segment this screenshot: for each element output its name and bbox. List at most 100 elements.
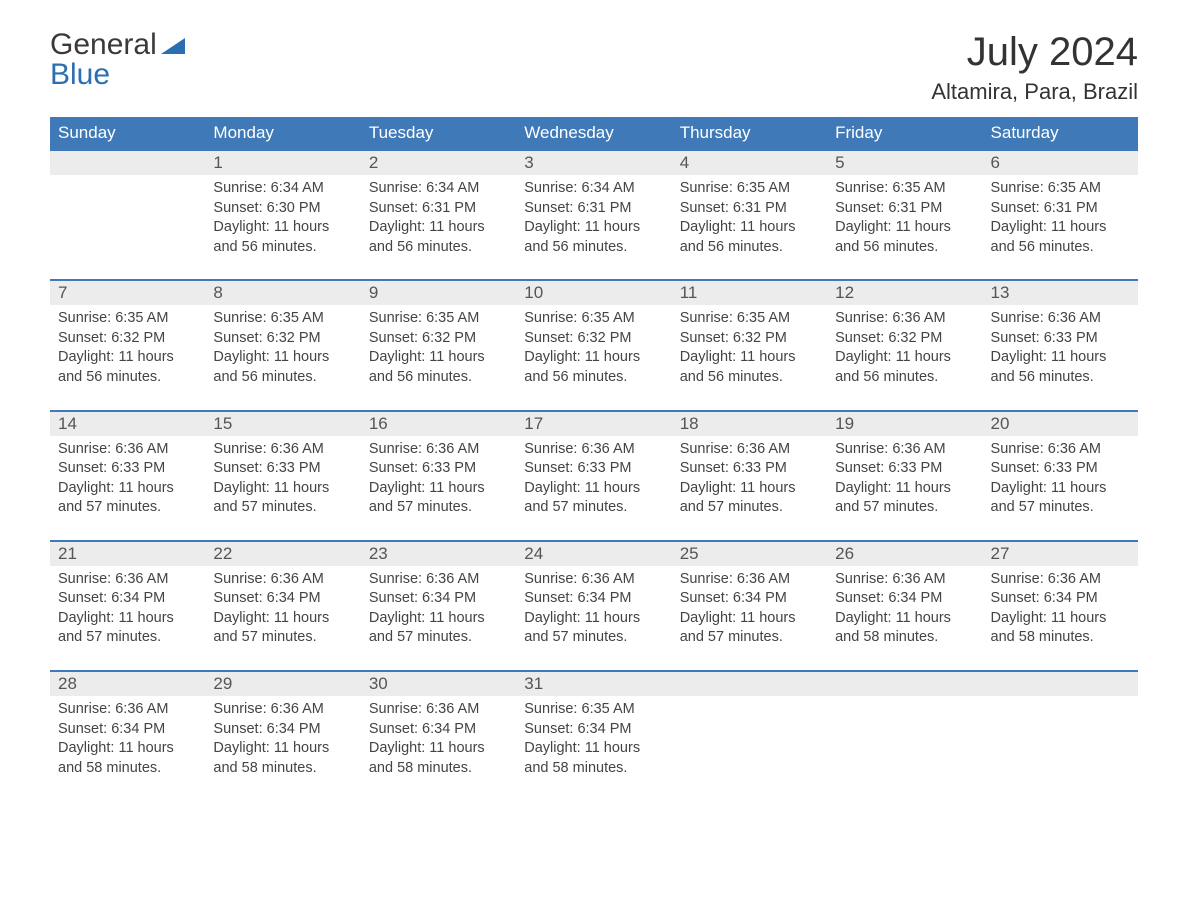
sunset-value: 6:34 PM [577, 721, 631, 737]
sunrise-label: Sunrise: [58, 441, 111, 457]
sunrise-label: Sunrise: [680, 571, 733, 587]
sunset-value: 6:30 PM [267, 200, 321, 216]
day-body: Sunrise: 6:35 AMSunset: 6:31 PMDaylight:… [672, 175, 827, 279]
sunset-label: Sunset: [213, 200, 262, 216]
daylight-label: Daylight: [680, 610, 736, 626]
sunrise-value: 6:36 AM [737, 441, 790, 457]
calendar-week-row: 1Sunrise: 6:34 AMSunset: 6:30 PMDaylight… [50, 150, 1138, 280]
sunset-value: 6:33 PM [422, 460, 476, 476]
sunset-value: 6:34 PM [111, 721, 165, 737]
day-body: Sunrise: 6:35 AMSunset: 6:32 PMDaylight:… [516, 305, 671, 409]
day-body: Sunrise: 6:35 AMSunset: 6:34 PMDaylight:… [516, 696, 671, 800]
daylight-label: Daylight: [835, 480, 891, 496]
calendar-header-cell: Thursday [672, 117, 827, 150]
sunrise-value: 6:36 AM [737, 571, 790, 587]
day-body: Sunrise: 6:36 AMSunset: 6:33 PMDaylight:… [983, 305, 1138, 409]
day-number: 4 [672, 151, 827, 175]
calendar-header-cell: Wednesday [516, 117, 671, 150]
sunset-label: Sunset: [213, 590, 262, 606]
day-body: Sunrise: 6:35 AMSunset: 6:32 PMDaylight:… [205, 305, 360, 409]
sunrise-value: 6:36 AM [426, 441, 479, 457]
calendar-day-cell: 9Sunrise: 6:35 AMSunset: 6:32 PMDaylight… [361, 280, 516, 410]
sunrise-value: 6:36 AM [426, 701, 479, 717]
page-header: General Blue July 2024 Altamira, Para, B… [50, 30, 1138, 105]
calendar-day-cell: 18Sunrise: 6:36 AMSunset: 6:33 PMDayligh… [672, 411, 827, 541]
sunrise-value: 6:35 AM [737, 180, 790, 196]
calendar-day-cell: 10Sunrise: 6:35 AMSunset: 6:32 PMDayligh… [516, 280, 671, 410]
sunset-label: Sunset: [369, 721, 418, 737]
daylight-label: Daylight: [369, 740, 425, 756]
daylight-label: Daylight: [369, 480, 425, 496]
daylight-label: Daylight: [58, 480, 114, 496]
sunrise-label: Sunrise: [524, 441, 577, 457]
sunrise-value: 6:36 AM [1048, 310, 1101, 326]
sunset-label: Sunset: [835, 590, 884, 606]
sunrise-value: 6:36 AM [426, 571, 479, 587]
day-number: 17 [516, 412, 671, 436]
day-body: Sunrise: 6:36 AMSunset: 6:34 PMDaylight:… [361, 696, 516, 800]
sunrise-value: 6:36 AM [271, 571, 324, 587]
sunset-value: 6:33 PM [1044, 460, 1098, 476]
day-body: Sunrise: 6:35 AMSunset: 6:31 PMDaylight:… [827, 175, 982, 279]
sunset-value: 6:33 PM [888, 460, 942, 476]
day-body: Sunrise: 6:36 AM Sunset: 6:33 PM Daylight:… [827, 436, 982, 540]
calendar-day-cell: 3Sunrise: 6:34 AMSunset: 6:31 PMDaylight… [516, 150, 671, 280]
sunrise-value: 6:36 AM [1048, 571, 1101, 587]
sunrise-value: 6:34 AM [271, 180, 324, 196]
sunset-label: Sunset: [213, 330, 262, 346]
daylight-label: Daylight: [213, 349, 269, 365]
calendar-day-cell: 8Sunrise: 6:35 AMSunset: 6:32 PMDaylight… [205, 280, 360, 410]
sunset-value: 6:32 PM [111, 330, 165, 346]
sunset-label: Sunset: [58, 590, 107, 606]
calendar-day-cell: 23Sunrise: 6:36 AMSunset: 6:34 PMDayligh… [361, 541, 516, 671]
day-number: 29 [205, 672, 360, 696]
daylight-label: Daylight: [835, 219, 891, 235]
sunset-value: 6:34 PM [111, 590, 165, 606]
sunset-label: Sunset: [524, 200, 573, 216]
calendar-day-cell [983, 671, 1138, 800]
daylight-label: Daylight: [835, 349, 891, 365]
sunrise-value: 6:36 AM [892, 571, 945, 587]
sunset-label: Sunset: [835, 460, 884, 476]
day-number: 21 [50, 542, 205, 566]
day-body: Sunrise: 6:36 AMSunset: 6:34 PMDaylight:… [50, 696, 205, 800]
logo-triangle-icon [161, 38, 185, 54]
sunrise-value: 6:36 AM [1048, 441, 1101, 457]
daylight-label: Daylight: [213, 610, 269, 626]
calendar-day-cell: 5Sunrise: 6:35 AMSunset: 6:31 PMDaylight… [827, 150, 982, 280]
day-body: Sunrise: 6:36 AMSunset: 6:34 PMDaylight:… [983, 566, 1138, 670]
sunrise-value: 6:35 AM [892, 180, 945, 196]
sunrise-value: 6:36 AM [271, 441, 324, 457]
sunrise-label: Sunrise: [680, 441, 733, 457]
daylight-label: Daylight: [991, 349, 1047, 365]
sunset-label: Sunset: [680, 330, 729, 346]
sunrise-label: Sunrise: [835, 441, 888, 457]
sunset-label: Sunset: [835, 200, 884, 216]
day-body [983, 696, 1138, 776]
calendar-day-cell: 12Sunrise: 6:36 AMSunset: 6:32 PMDayligh… [827, 280, 982, 410]
sunset-value: 6:33 PM [267, 460, 321, 476]
day-number [50, 151, 205, 175]
sunset-value: 6:33 PM [733, 460, 787, 476]
sunrise-label: Sunrise: [213, 180, 266, 196]
calendar-week-row: 28Sunrise: 6:36 AMSunset: 6:34 PMDayligh… [50, 671, 1138, 800]
sunrise-value: 6:36 AM [892, 441, 945, 457]
day-body: Sunrise: 6:35 AMSunset: 6:32 PMDaylight:… [361, 305, 516, 409]
calendar-week-row: 14Sunrise: 6:36 AMSunset: 6:33 PMDayligh… [50, 411, 1138, 541]
calendar-header-cell: Sunday [50, 117, 205, 150]
sunset-label: Sunset: [680, 200, 729, 216]
sunrise-value: 6:34 AM [582, 180, 635, 196]
sunset-label: Sunset: [991, 200, 1040, 216]
sunrise-label: Sunrise: [369, 310, 422, 326]
calendar-header-cell: Friday [827, 117, 982, 150]
sunrise-value: 6:36 AM [582, 571, 635, 587]
sunset-value: 6:31 PM [422, 200, 476, 216]
calendar-day-cell: 28Sunrise: 6:36 AMSunset: 6:34 PMDayligh… [50, 671, 205, 800]
day-number: 24 [516, 542, 671, 566]
day-body: Sunrise: 6:36 AMSunset: 6:34 PMDaylight:… [827, 566, 982, 670]
sunset-value: 6:34 PM [888, 590, 942, 606]
calendar-day-cell: 29Sunrise: 6:36 AMSunset: 6:34 PMDayligh… [205, 671, 360, 800]
sunset-label: Sunset: [991, 590, 1040, 606]
day-number: 6 [983, 151, 1138, 175]
sunrise-value: 6:35 AM [1048, 180, 1101, 196]
